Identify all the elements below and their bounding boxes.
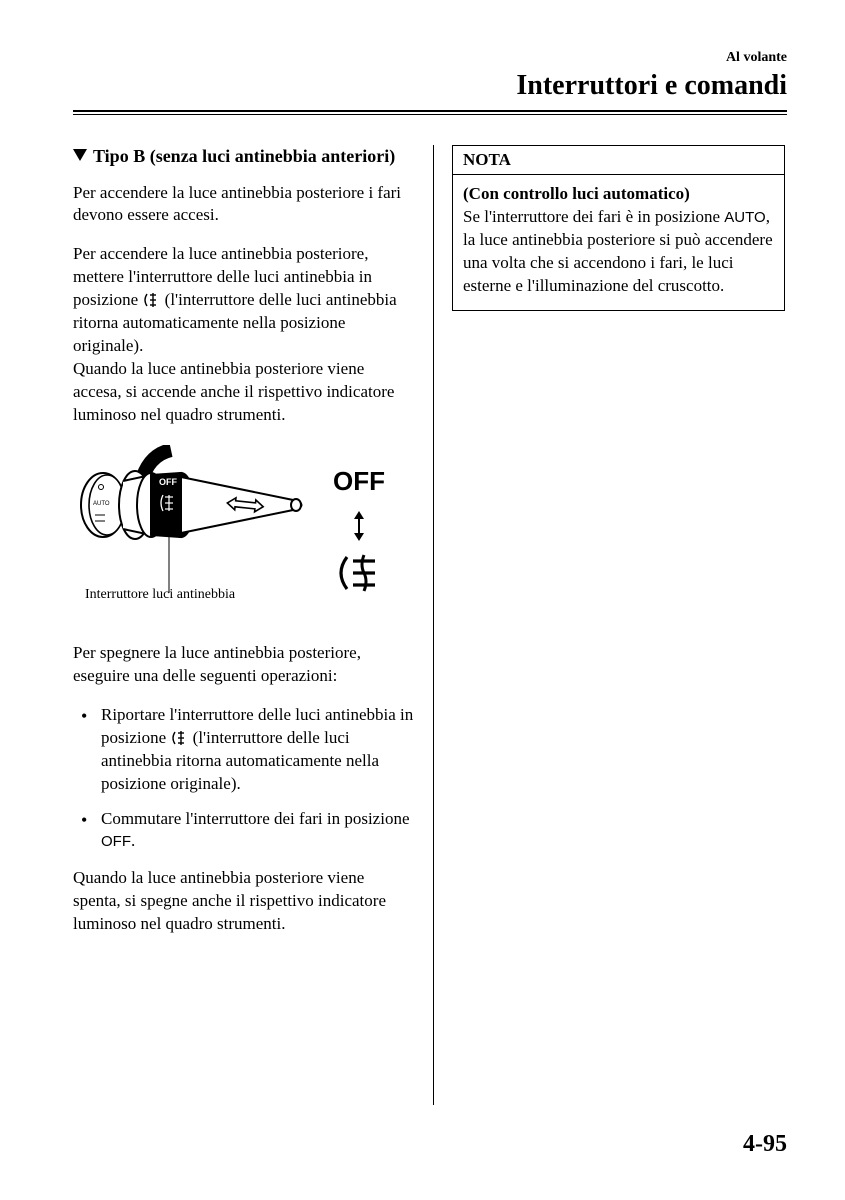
paragraph-3: Per spegnere la luce antinebbia posterio… <box>73 642 415 688</box>
header-rule-thick <box>73 110 787 112</box>
p2-part-c: Quando la luce antinebbia posteriore vie… <box>73 359 394 424</box>
nota-box: NOTA (Con controllo luci automatico) Se … <box>452 145 785 311</box>
page-number: 4-95 <box>743 1131 787 1158</box>
paragraph-4: Quando la luce antinebbia posteriore vie… <box>73 867 415 936</box>
subheading: Tipo B (senza luci antinebbia anteriori) <box>73 145 415 168</box>
page-header: Al volante Interruttori e comandi <box>73 50 787 102</box>
bullet-2b: . <box>131 831 135 850</box>
two-column-layout: Tipo B (senza luci antinebbia anteriori)… <box>73 145 787 1105</box>
right-column: NOTA (Con controllo luci automatico) Se … <box>433 145 785 1105</box>
header-section: Interruttori e comandi <box>73 70 787 102</box>
updown-arrow-icon <box>339 511 379 541</box>
header-chapter: Al volante <box>73 50 787 66</box>
paragraph-2: Per accendere la luce antinebbia posteri… <box>73 243 415 427</box>
left-column: Tipo B (senza luci antinebbia anteriori)… <box>73 145 433 1105</box>
nota-body: (Con controllo luci automatico) Se l'int… <box>453 175 784 310</box>
triangle-down-icon <box>73 149 87 161</box>
bullet-2a: Commutare l'interruttore dei fari in pos… <box>101 809 410 828</box>
bullet-2-off: OFF <box>101 833 131 850</box>
rear-fog-icon <box>142 293 160 307</box>
figure-stalk: AUTO OFF <box>73 445 303 620</box>
subheading-text: Tipo B (senza luci antinebbia anteriori) <box>93 145 395 168</box>
bullet-1: Riportare l'interruttore delle luci anti… <box>73 704 415 796</box>
svg-text:AUTO: AUTO <box>93 501 110 507</box>
bullet-2: Commutare l'interruttore dei fari in pos… <box>73 808 415 854</box>
bullet-list: Riportare l'interruttore delle luci anti… <box>73 704 415 854</box>
paragraph-1: Per accendere la luce antinebbia posteri… <box>73 182 415 228</box>
figure-legend: OFF <box>333 466 385 598</box>
header-rule-thin <box>73 114 787 115</box>
legend-off: OFF <box>333 466 385 497</box>
rear-fog-large-icon <box>333 553 381 593</box>
nota-title: NOTA <box>453 146 784 175</box>
figure: AUTO OFF <box>73 445 415 620</box>
svg-text:OFF: OFF <box>159 477 177 487</box>
nota-auto: AUTO <box>724 209 765 226</box>
figure-caption: Interruttore luci antinebbia <box>85 587 235 603</box>
nota-strong: (Con controllo luci automatico) <box>463 184 690 203</box>
rear-fog-icon <box>170 731 188 745</box>
nota-text-a: Se l'interruttore dei fari è in posizion… <box>463 207 724 226</box>
